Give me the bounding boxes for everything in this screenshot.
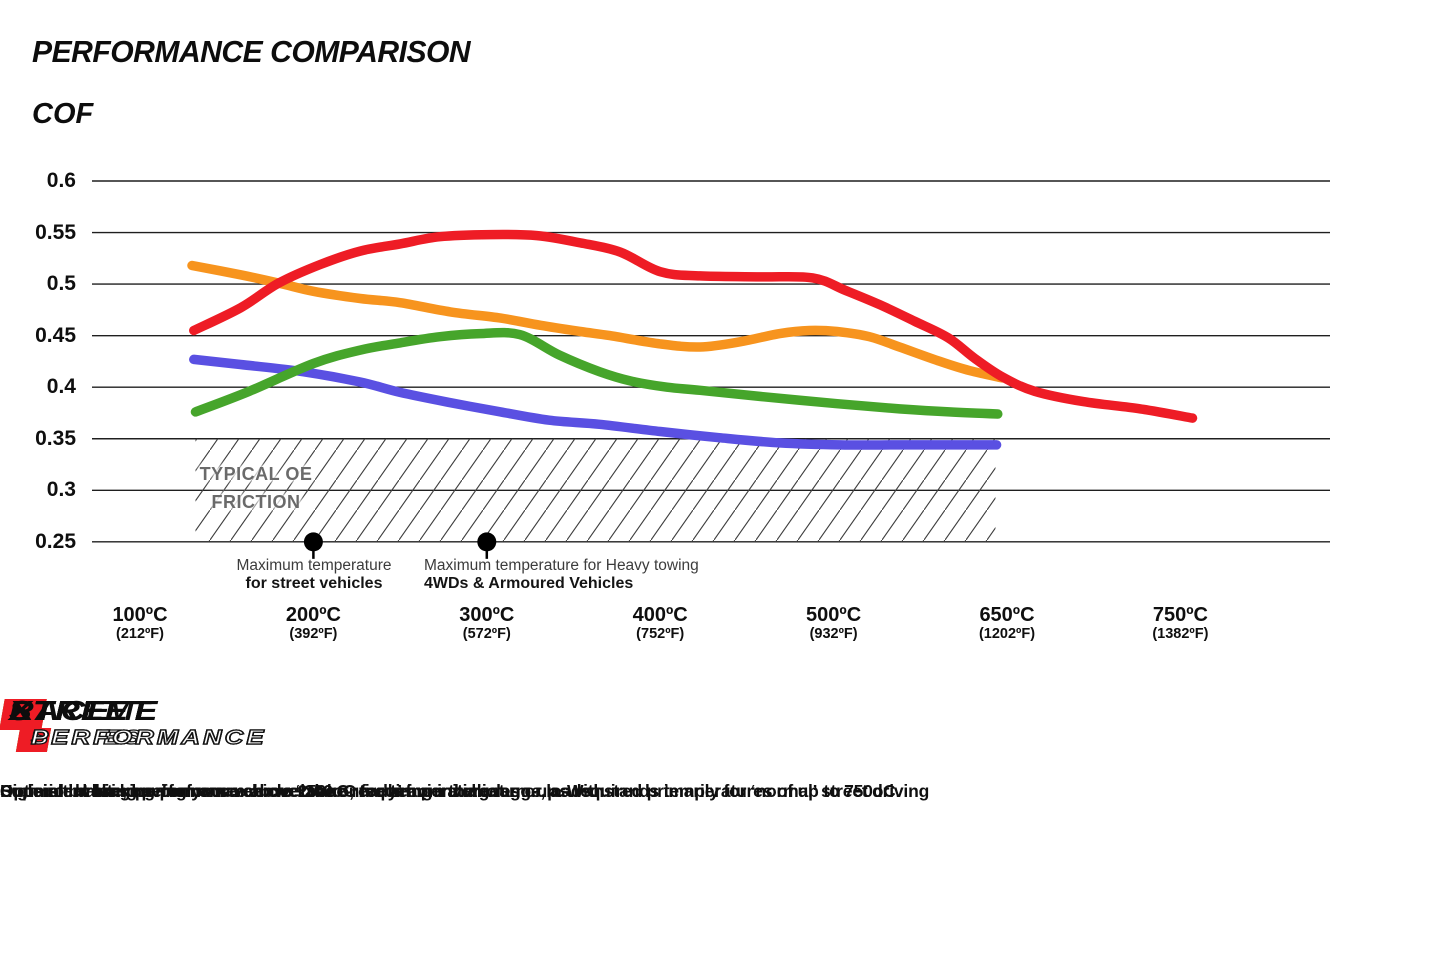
tick-celsius: 500ºC bbox=[806, 604, 862, 626]
oe-label-line2: FRICTION bbox=[211, 492, 301, 512]
oe-label-line1: TYPICAL OE bbox=[199, 464, 313, 484]
series-line-street-performance bbox=[190, 327, 1003, 419]
x-axis-tick-label: 400ºC (752ºF) bbox=[573, 604, 747, 643]
annotation-towing-max-temp: Maximum temperature for Heavy towing 4WD… bbox=[424, 557, 744, 593]
y-axis-tick-label: 0.6 bbox=[46, 169, 76, 192]
brand-race-performance: RACE PERFORMANCE Optimal braking perform… bbox=[0, 694, 900, 805]
x-axis-tick-label: 200ºC (392ºF) bbox=[226, 604, 400, 643]
y-axis-tick-label: 0.3 bbox=[46, 478, 76, 502]
tick-fahrenheit: (392ºF) bbox=[289, 626, 338, 642]
logo-word-top: STREET bbox=[9, 695, 152, 726]
x-axis-tick-label: 100ºC (212ºF) bbox=[53, 604, 227, 643]
x-axis-tick-label: 750ºC (1382ºF) bbox=[1093, 604, 1267, 643]
annotation-line2: 4WDs & Armoured Vehicles bbox=[424, 575, 634, 592]
logo-word-bottom: SERIES bbox=[30, 726, 145, 749]
street-performance-logo: STREET PERFORMANCE bbox=[0, 694, 596, 766]
logo-word-top: STREET bbox=[9, 695, 152, 726]
cof-chart bbox=[92, 180, 1330, 559]
y-axis-tick-label: 0.5 bbox=[46, 272, 76, 296]
logo-word-bottom: PERFORMANCE bbox=[30, 726, 267, 749]
street-series-logo: STREET SERIES bbox=[0, 694, 929, 766]
logo-word-bottom: PERFORMANCE bbox=[30, 726, 267, 749]
marker-dot bbox=[303, 532, 323, 552]
brand-street-performance: STREET PERFORMANCE Superior braking perf… bbox=[0, 694, 596, 805]
brand-description: Consistent braking performance over the … bbox=[0, 781, 930, 801]
tick-celsius: 200ºC bbox=[285, 604, 341, 626]
tick-fahrenheit: (1202ºF) bbox=[978, 626, 1036, 642]
y-axis-tick-label: 0.45 bbox=[35, 323, 76, 347]
annotation-street-max-temp: Maximum temperature for street vehicles bbox=[194, 557, 434, 593]
tick-celsius: 650ºC bbox=[979, 604, 1035, 626]
typical-oe-friction-label: TYPICAL OE FRICTION bbox=[186, 460, 326, 516]
tick-fahrenheit: (1382ºF) bbox=[1152, 626, 1209, 642]
brand-description: Optimal braking performance above 250oC,… bbox=[0, 781, 901, 801]
x-axis-tick-label: 500ºC (932ºF) bbox=[747, 604, 921, 643]
brand-street-series: STREET SERIES Consistent braking perform… bbox=[0, 694, 929, 805]
typical-oe-friction-band bbox=[195, 438, 996, 542]
logo-word-top: RACE bbox=[9, 695, 111, 726]
x-axis-tick-label: 650ºC (1202ºF) bbox=[920, 604, 1094, 643]
x-axis-tick-label: 300ºC (572ºF) bbox=[400, 604, 574, 643]
logo-word-top: XTREME bbox=[9, 695, 159, 726]
tick-fahrenheit: (572ºF) bbox=[462, 626, 511, 642]
brand-description: High initial bite, having your vehicle ‘… bbox=[0, 781, 536, 801]
tick-celsius: 400ºC bbox=[632, 604, 688, 626]
annotation-line1: Maximum temperature bbox=[236, 557, 392, 574]
y-axis-tick-label: 0.55 bbox=[35, 220, 76, 244]
tick-celsius: 300ºC bbox=[459, 604, 515, 626]
marker-dot bbox=[477, 532, 497, 552]
race-performance-logo: RACE PERFORMANCE bbox=[0, 694, 900, 766]
annotation-line2: for street vehicles bbox=[245, 575, 383, 592]
series-line-street-series bbox=[189, 354, 1002, 450]
y-axis-tick-label: 0.4 bbox=[46, 375, 76, 399]
y-axis-title: COF bbox=[32, 98, 94, 130]
y-axis-tick-label: 0.35 bbox=[35, 426, 76, 450]
tick-celsius: 750ºC bbox=[1152, 604, 1208, 626]
logo-word-bottom: PERFORMANCE bbox=[30, 726, 267, 749]
brand-xtreme-performance: XTREME PERFORMANCE High initial bite, ha… bbox=[0, 694, 536, 805]
brand-description: Superior braking performance above 200oC… bbox=[0, 781, 596, 801]
page-title: PERFORMANCE COMPARISON bbox=[32, 34, 471, 69]
tick-celsius: 100ºC bbox=[112, 604, 168, 626]
tick-fahrenheit: (932ºF) bbox=[809, 626, 858, 642]
xtreme-performance-logo: XTREME PERFORMANCE bbox=[0, 694, 536, 766]
annotation-line1: Maximum temperature for Heavy towing bbox=[424, 557, 699, 574]
tick-fahrenheit: (752ºF) bbox=[636, 626, 685, 642]
tick-fahrenheit: (212ºF) bbox=[115, 626, 164, 642]
series-line-race-performance bbox=[189, 229, 1198, 423]
y-axis-tick-label: 0.25 bbox=[35, 529, 76, 553]
series-line-xtreme-performance bbox=[187, 260, 1008, 383]
